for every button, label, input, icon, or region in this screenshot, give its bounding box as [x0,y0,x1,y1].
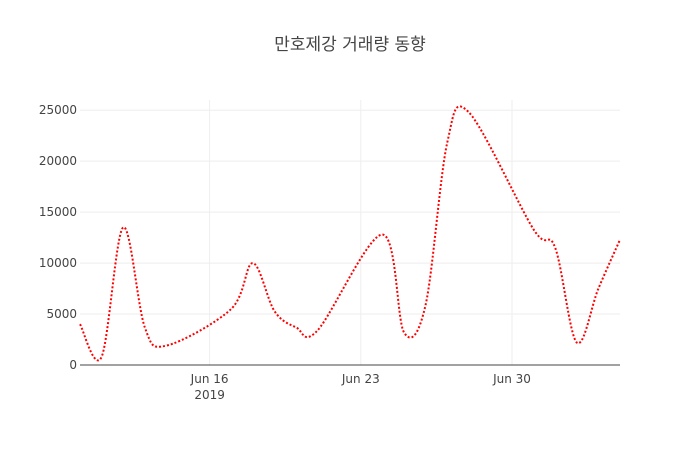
y-tick-label: 0 [69,358,77,372]
data-point[interactable] [315,327,321,333]
x-tick-sublabel: 2019 [194,388,225,402]
data-point[interactable] [120,224,126,230]
y-tick-label: 20000 [39,154,77,168]
data-point[interactable] [293,324,299,330]
data-point[interactable] [423,302,429,308]
y-tick-label: 15000 [39,205,77,219]
data-point[interactable] [595,286,601,292]
y-tick-label: 5000 [46,307,77,321]
data-point[interactable] [379,232,385,238]
data-point[interactable] [250,260,256,266]
chart-title: 만호제강 거래량 동향 [274,35,426,55]
y-tick-label: 10000 [39,256,77,270]
data-point[interactable] [163,343,169,349]
data-point[interactable] [77,321,83,327]
data-point[interactable] [99,354,105,360]
data-point[interactable] [271,308,277,314]
y-tick-label: 25000 [39,103,77,117]
data-point[interactable] [617,237,623,243]
data-point[interactable] [574,340,580,346]
x-tick-label: Jun 16 [190,372,229,386]
x-tick-label: Jun 30 [492,372,531,386]
data-point[interactable] [531,226,537,232]
data-point[interactable] [401,329,407,335]
data-point[interactable] [444,140,450,146]
data-point[interactable] [228,306,234,312]
tick-labels: 0 5000 10000 15000 20000 25000 Jun 16 2019 Jun 2… [39,103,531,402]
series-layer [77,105,623,362]
series-line [79,105,621,362]
x-tick-label: Jun 23 [341,372,380,386]
grid [80,100,620,365]
data-point[interactable] [466,109,472,115]
data-point[interactable] [142,324,148,330]
data-point[interactable] [552,245,558,251]
